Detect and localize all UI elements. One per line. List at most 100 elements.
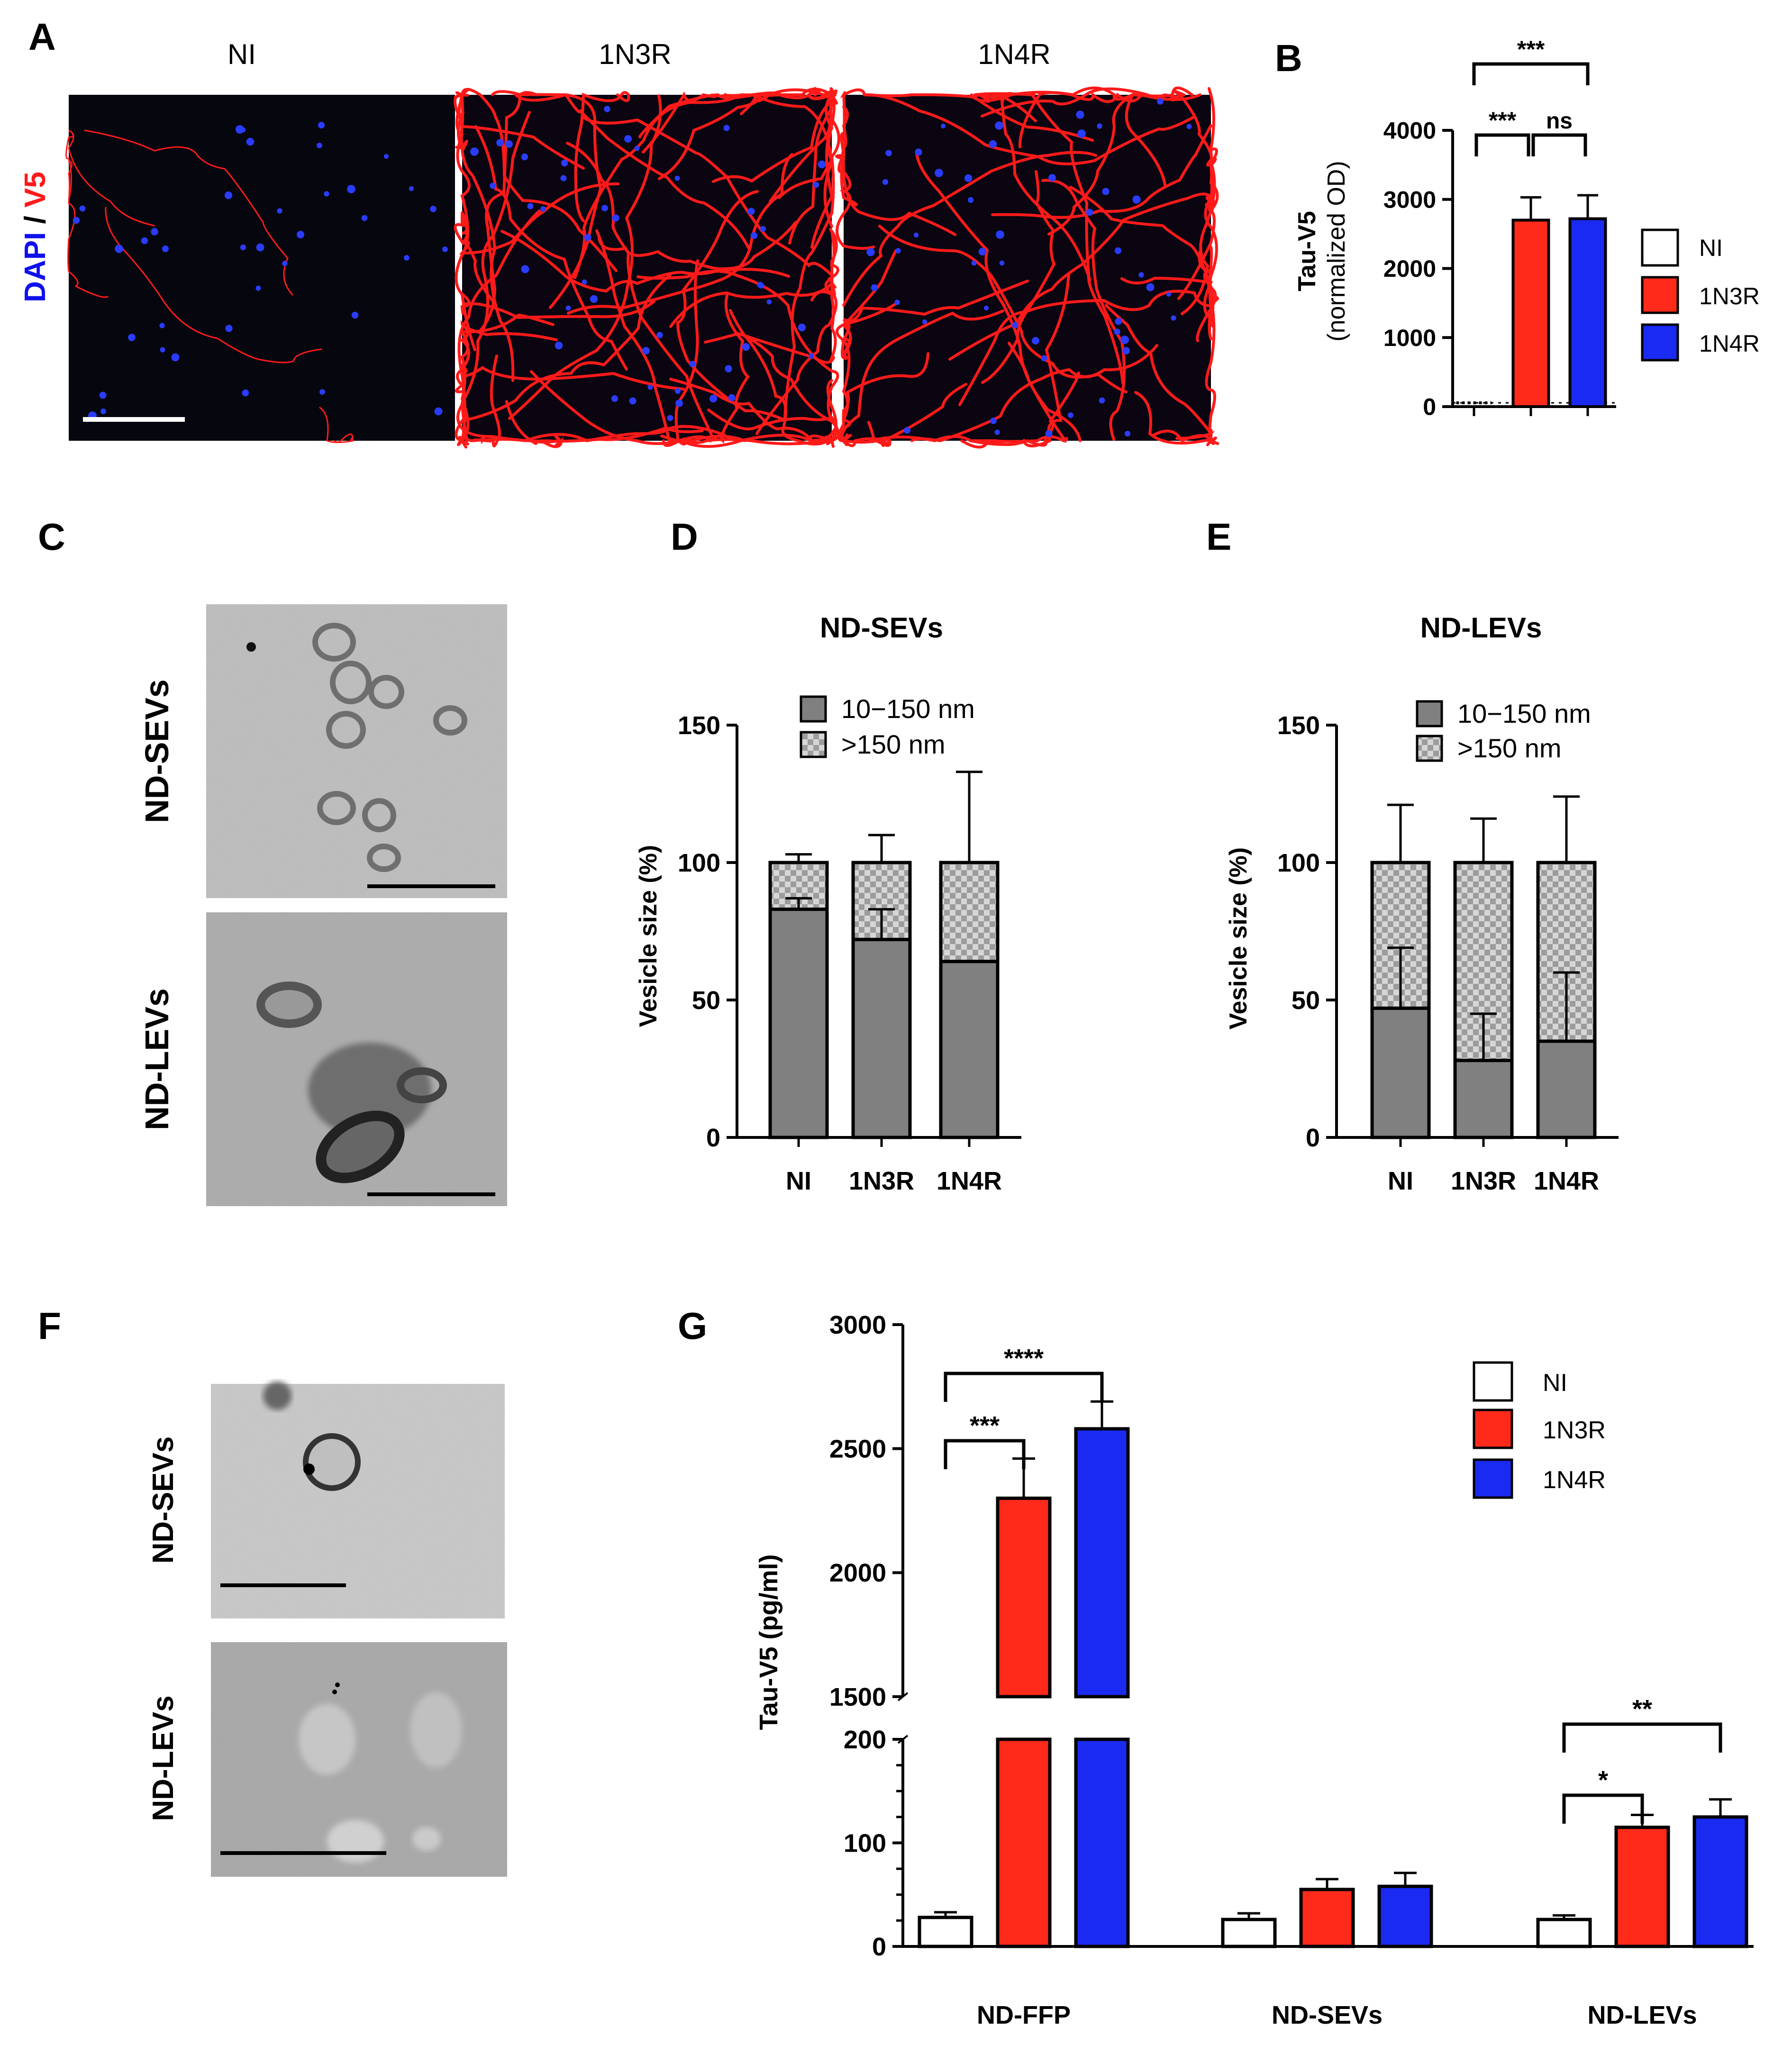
nucleus — [882, 179, 889, 185]
neurite — [729, 309, 840, 444]
neurite — [595, 229, 746, 443]
neurite — [454, 93, 515, 382]
nucleus — [527, 203, 534, 209]
neurite — [598, 221, 797, 271]
panel-b-ylabel-line1: Tau-V5 — [1293, 211, 1321, 291]
neurite — [1041, 179, 1126, 441]
neurite — [835, 106, 858, 207]
neurite — [457, 209, 541, 449]
nucleus — [1186, 124, 1192, 129]
panel-letter-a: A — [28, 16, 56, 58]
panel-d-x-label-1n3r: 1N3R — [849, 1167, 914, 1195]
panel-d-y-tick-label: 50 — [692, 986, 720, 1015]
panel-c: ND-SEVs ND-LEVs — [138, 604, 507, 1206]
panel-e-bar-small-1n4r — [1536, 1039, 1597, 1139]
panel-g-legend-label-1n3r: 1N3R — [1543, 1417, 1606, 1444]
panel-f-row-label-sevs: ND-SEVs — [147, 1436, 180, 1564]
panel-g-bar-nd-sevs-1n3r — [1299, 1888, 1355, 1948]
nucleus — [79, 205, 86, 212]
panel-g-legend-swatch-1n4r — [1473, 1458, 1513, 1499]
panel-g-sig-ffp-1n3r-bracket — [944, 1439, 1026, 1469]
legend-label-1n3r: 1N3R — [1699, 283, 1760, 309]
nucleus — [1157, 98, 1164, 105]
neurite — [67, 161, 109, 298]
nucleus — [915, 148, 922, 156]
panel-b-plot: 0 1000 2000 3000 4000 *** ns *** — [1383, 36, 1616, 420]
nucleus — [996, 230, 1004, 239]
panel-g-upper-y-tick-label: 1500 — [829, 1683, 886, 1711]
panel-e-x-label-ni: NI — [1388, 1167, 1413, 1195]
column-label-1n3r: 1N3R — [599, 38, 671, 70]
nucleus — [318, 122, 325, 128]
panel-e-legend-label-small: 10−150 nm — [1457, 699, 1591, 728]
nucleus — [240, 244, 246, 251]
nucleus — [1032, 337, 1039, 345]
panel-g-lower-y-tick-label: 200 — [844, 1726, 886, 1754]
panel-f: ND-SEVs ND-LEVs — [147, 1382, 507, 1877]
micrograph-1n3r — [454, 87, 840, 449]
neurite — [676, 190, 787, 422]
neurite — [500, 230, 790, 293]
em-image-c-sevs — [206, 604, 507, 898]
nucleus — [999, 260, 1005, 266]
nucleus — [100, 409, 106, 414]
nucleus — [590, 295, 598, 303]
panel-b-y-tick-label: 4000 — [1383, 118, 1436, 144]
panel-g-sig-levs-1n4r-label: ** — [1632, 1695, 1652, 1723]
nucleus — [434, 407, 443, 416]
panel-b-y-tick-label: 0 — [1423, 394, 1436, 420]
panel-d-x-label-ni: NI — [786, 1167, 811, 1195]
neurite — [755, 228, 838, 435]
panel-b-ylabel: Tau-V5(normalized OD) — [1293, 161, 1350, 341]
micrograph-1n4r — [835, 86, 1219, 449]
nucleus — [604, 106, 610, 112]
nucleus — [1146, 283, 1155, 291]
panel-d-y-tick-label: 0 — [706, 1124, 720, 1152]
neurite — [981, 170, 1056, 384]
nucleus — [612, 214, 619, 222]
nucleus — [904, 427, 910, 434]
nucleus — [674, 388, 681, 394]
neurite — [840, 88, 1094, 142]
nucleus — [1045, 430, 1053, 437]
neurite — [638, 93, 834, 228]
neurite — [460, 111, 531, 442]
nucleus — [361, 215, 368, 221]
nucleus — [256, 243, 264, 252]
nucleus — [171, 353, 180, 362]
dapi-label: DAPI — [19, 232, 52, 302]
nucleus — [941, 124, 946, 128]
neurite — [459, 363, 685, 391]
nucleus — [565, 305, 571, 311]
nucleus — [159, 323, 165, 328]
neurite — [1120, 276, 1216, 329]
nucleus — [1114, 247, 1122, 254]
nucleus — [885, 150, 892, 156]
nucleus — [73, 217, 80, 224]
panel-g-group-label-nd-ffp: ND-FFP — [977, 2001, 1071, 2029]
nucleus — [798, 323, 806, 332]
panel-e-legend-swatch-large — [1416, 735, 1443, 762]
panel-d-title: ND-SEVs — [820, 612, 943, 644]
nucleus — [760, 226, 766, 232]
neurite — [319, 407, 354, 443]
panel-letter-b: B — [1275, 37, 1302, 79]
neurite — [459, 182, 619, 255]
panel-f-row-label-levs: ND-LEVs — [147, 1695, 180, 1821]
nucleus — [709, 394, 718, 403]
nucleus — [277, 208, 282, 214]
nucleus — [1166, 292, 1171, 297]
panel-g-bar-nd-levs-1n4r — [1692, 1815, 1748, 1948]
panel-g-bar-nd-sevs-ni — [1221, 1918, 1277, 1948]
panel-g-axis-break-upper — [897, 1692, 909, 1701]
panel-e-bar-small-1n3r — [1453, 1059, 1514, 1139]
nucleus — [115, 245, 123, 253]
panel-b-sig-1n3r-1n4r-bracket — [1531, 133, 1587, 156]
nucleus — [496, 139, 504, 146]
nucleus — [582, 279, 587, 285]
nucleus — [964, 174, 973, 182]
nucleus — [601, 205, 608, 211]
panel-e-legend-swatch-small — [1416, 700, 1443, 727]
panel-e-x-label-1n3r: 1N3R — [1451, 1167, 1516, 1195]
